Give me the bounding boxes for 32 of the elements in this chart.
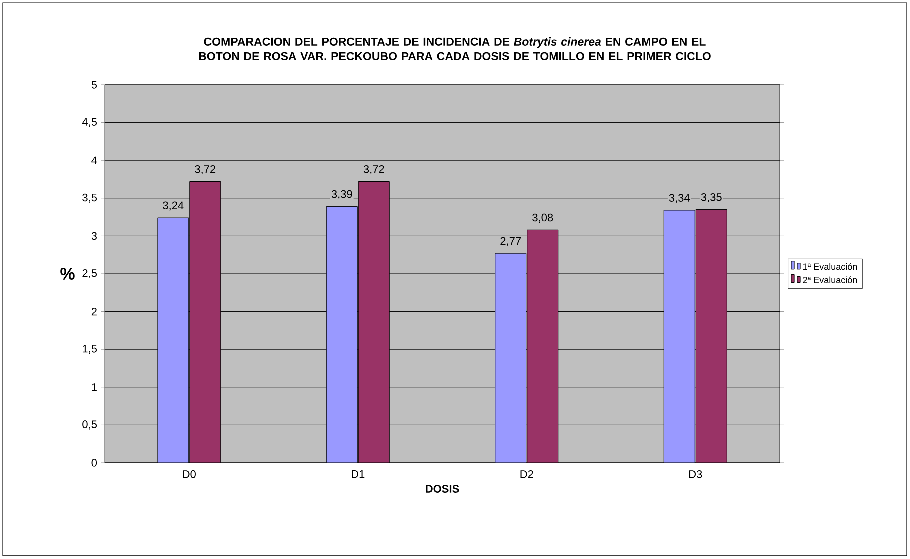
bar — [358, 182, 390, 463]
data-label: 3,72 — [364, 165, 384, 175]
bar — [696, 209, 728, 463]
x-tick-label: D3 — [690, 470, 702, 478]
y-tick-label: 2,5 — [82, 269, 98, 279]
y-tick-label: 2 — [92, 308, 97, 316]
chart-title: COMPARACION DEL PORCENTAJE DE INCIDENCIA DE Botrytis cinerea EN CAMPO EN EL BOTON DE ROSA VAR. PECKOUBO PARA CADA DOSIS DE TOMILLO EN EL PRIMER CICLO — [199, 38, 711, 60]
y-tick-label: 4 — [92, 156, 98, 164]
data-label: 3,34 — [669, 194, 690, 204]
y-tick-label: 0,5 — [82, 420, 98, 430]
y-tick-label: 3,5 — [82, 194, 98, 203]
y-tick-label: 1 — [92, 384, 97, 392]
x-tick-label: D0 — [183, 470, 196, 478]
x-axis-title: DOSIS — [426, 485, 460, 493]
x-tick-label: D2 — [520, 470, 534, 478]
x-tick-label: D1 — [352, 470, 365, 478]
y-tick-label: 5 — [92, 81, 98, 89]
data-label: 2,77 — [500, 237, 522, 246]
y-axis-title: % — [60, 268, 75, 280]
legend-label: 1ª Evaluación — [803, 263, 858, 270]
data-label: 3,24 — [163, 202, 184, 211]
y-tick-label: 0 — [92, 459, 98, 467]
data-label: 3,08 — [532, 214, 554, 223]
legend-label: 2ª Evaluación — [803, 276, 858, 284]
data-label: 3,72 — [195, 165, 216, 175]
bar — [190, 182, 222, 463]
data-label: 3,39 — [332, 190, 352, 200]
bar — [527, 230, 559, 463]
y-tick-label: 4,5 — [82, 118, 98, 128]
y-tick-label: 3 — [92, 232, 97, 240]
y-tick-label: 1,5 — [83, 345, 98, 354]
data-label: 3,35 — [701, 193, 722, 203]
